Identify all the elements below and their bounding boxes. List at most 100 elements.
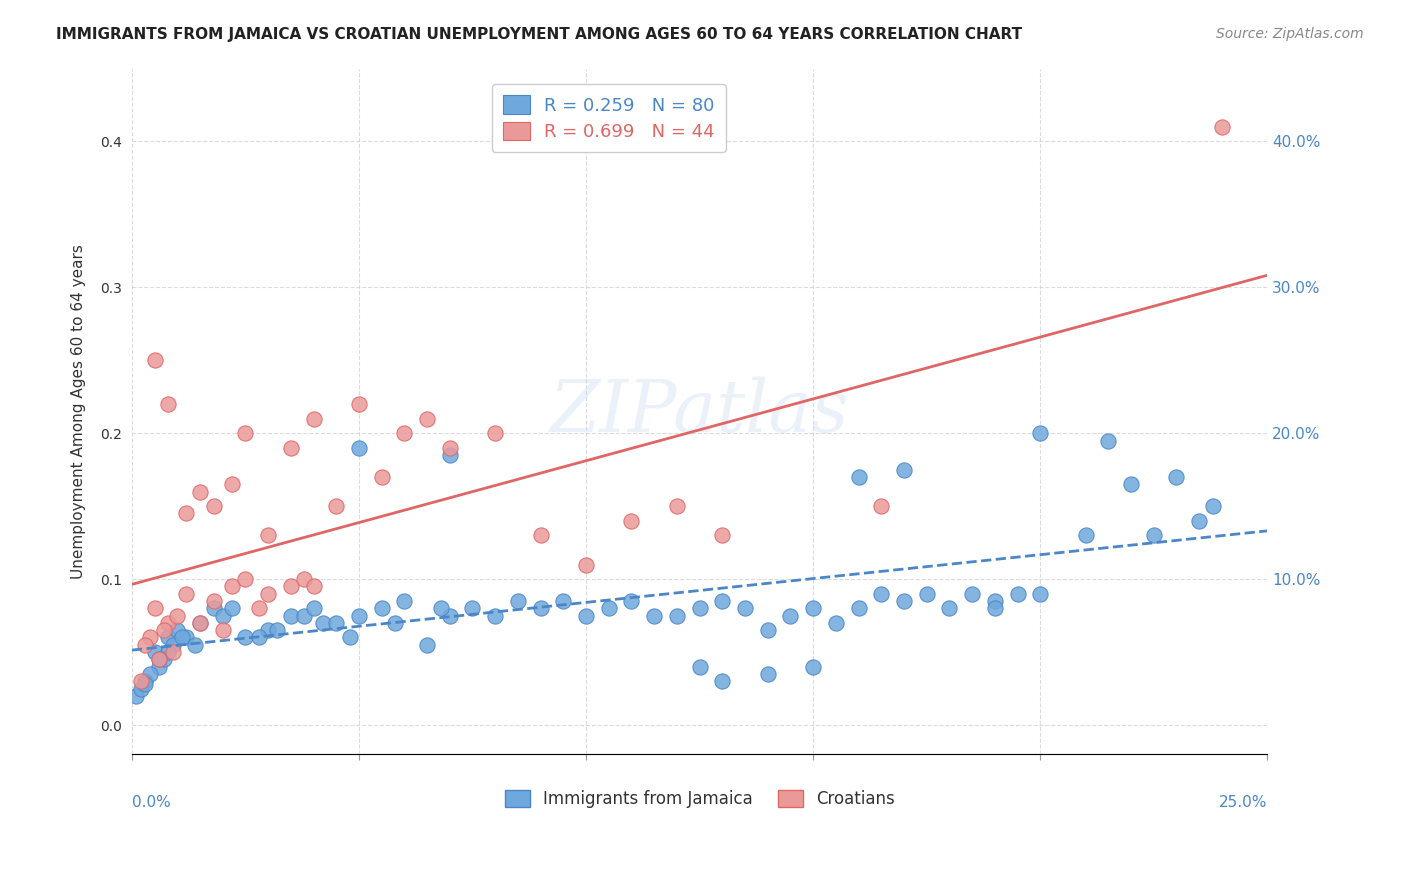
Point (157, 631, 180, 645)
Point (801, 601, 824, 615)
Point (848, 470, 870, 484)
Text: Source: ZipAtlas.com: Source: ZipAtlas.com (1216, 27, 1364, 41)
Text: 0.0%: 0.0% (132, 796, 170, 810)
Point (915, 587, 938, 601)
Point (370, 601, 392, 615)
Point (325, 499, 347, 513)
Point (416, 638, 439, 652)
Point (893, 463, 915, 477)
Point (984, 594, 1007, 608)
Point (1119, 477, 1142, 491)
Point (202, 601, 225, 615)
Point (302, 411, 325, 425)
Point (689, 659, 711, 673)
Point (1143, 528, 1166, 542)
Point (429, 601, 451, 615)
Point (801, 659, 824, 673)
Legend: Immigrants from Jamaica, Croatians: Immigrants from Jamaica, Croatians (498, 783, 901, 814)
Point (188, 615, 211, 630)
Point (162, 638, 184, 652)
Point (311, 615, 333, 630)
Point (1211, 120, 1233, 134)
Point (143, 353, 166, 368)
Point (166, 608, 188, 623)
Point (148, 652, 170, 666)
Point (134, 674, 156, 689)
Point (202, 499, 225, 513)
Point (294, 608, 316, 623)
Point (235, 572, 257, 586)
Point (188, 484, 211, 499)
Point (575, 558, 598, 572)
Point (235, 631, 257, 645)
Point (756, 624, 779, 638)
Point (152, 652, 174, 666)
Text: ZIPatlas: ZIPatlas (550, 376, 849, 447)
Point (530, 528, 553, 542)
Point (257, 587, 280, 601)
Point (257, 528, 280, 542)
Point (734, 601, 756, 615)
Point (484, 608, 506, 623)
Point (129, 681, 152, 696)
Point (139, 631, 162, 645)
Point (598, 601, 620, 615)
Point (302, 601, 325, 615)
Text: 25.0%: 25.0% (1219, 796, 1267, 810)
Point (416, 411, 439, 425)
Point (689, 601, 711, 615)
Point (176, 631, 198, 645)
Point (1188, 514, 1211, 528)
Point (711, 674, 734, 689)
Point (247, 631, 270, 645)
Point (439, 441, 461, 455)
Point (188, 615, 211, 630)
Point (370, 470, 392, 484)
Point (1074, 528, 1097, 542)
Point (1007, 587, 1029, 601)
Point (665, 499, 688, 513)
Point (143, 645, 166, 659)
Point (347, 397, 370, 411)
Point (553, 594, 575, 608)
Point (347, 441, 370, 455)
Point (325, 615, 347, 630)
Point (643, 608, 665, 623)
Point (1166, 470, 1188, 484)
Point (143, 601, 166, 615)
Point (157, 645, 180, 659)
Point (176, 507, 198, 521)
Point (129, 674, 152, 689)
Point (266, 624, 288, 638)
Point (848, 601, 870, 615)
Point (779, 608, 801, 623)
Text: IMMIGRANTS FROM JAMAICA VS CROATIAN UNEMPLOYMENT AMONG AGES 60 TO 64 YEARS CORRE: IMMIGRANTS FROM JAMAICA VS CROATIAN UNEM… (56, 27, 1022, 42)
Point (280, 441, 302, 455)
Point (711, 528, 734, 542)
Point (157, 397, 180, 411)
Point (439, 608, 461, 623)
Point (870, 499, 893, 513)
Point (711, 594, 734, 608)
Point (148, 652, 170, 666)
Point (665, 608, 688, 623)
Point (184, 638, 207, 652)
Point (302, 579, 325, 593)
Point (257, 624, 280, 638)
Point (824, 615, 846, 630)
Point (152, 624, 174, 638)
Point (148, 659, 170, 673)
Point (235, 426, 257, 441)
Point (439, 448, 461, 462)
Point (170, 631, 193, 645)
Point (280, 579, 302, 593)
Point (960, 587, 983, 601)
Point (211, 624, 233, 638)
Point (484, 426, 506, 441)
Point (893, 594, 915, 608)
Point (620, 594, 643, 608)
Point (461, 601, 484, 615)
Point (870, 587, 893, 601)
Point (394, 594, 416, 608)
Point (162, 645, 184, 659)
